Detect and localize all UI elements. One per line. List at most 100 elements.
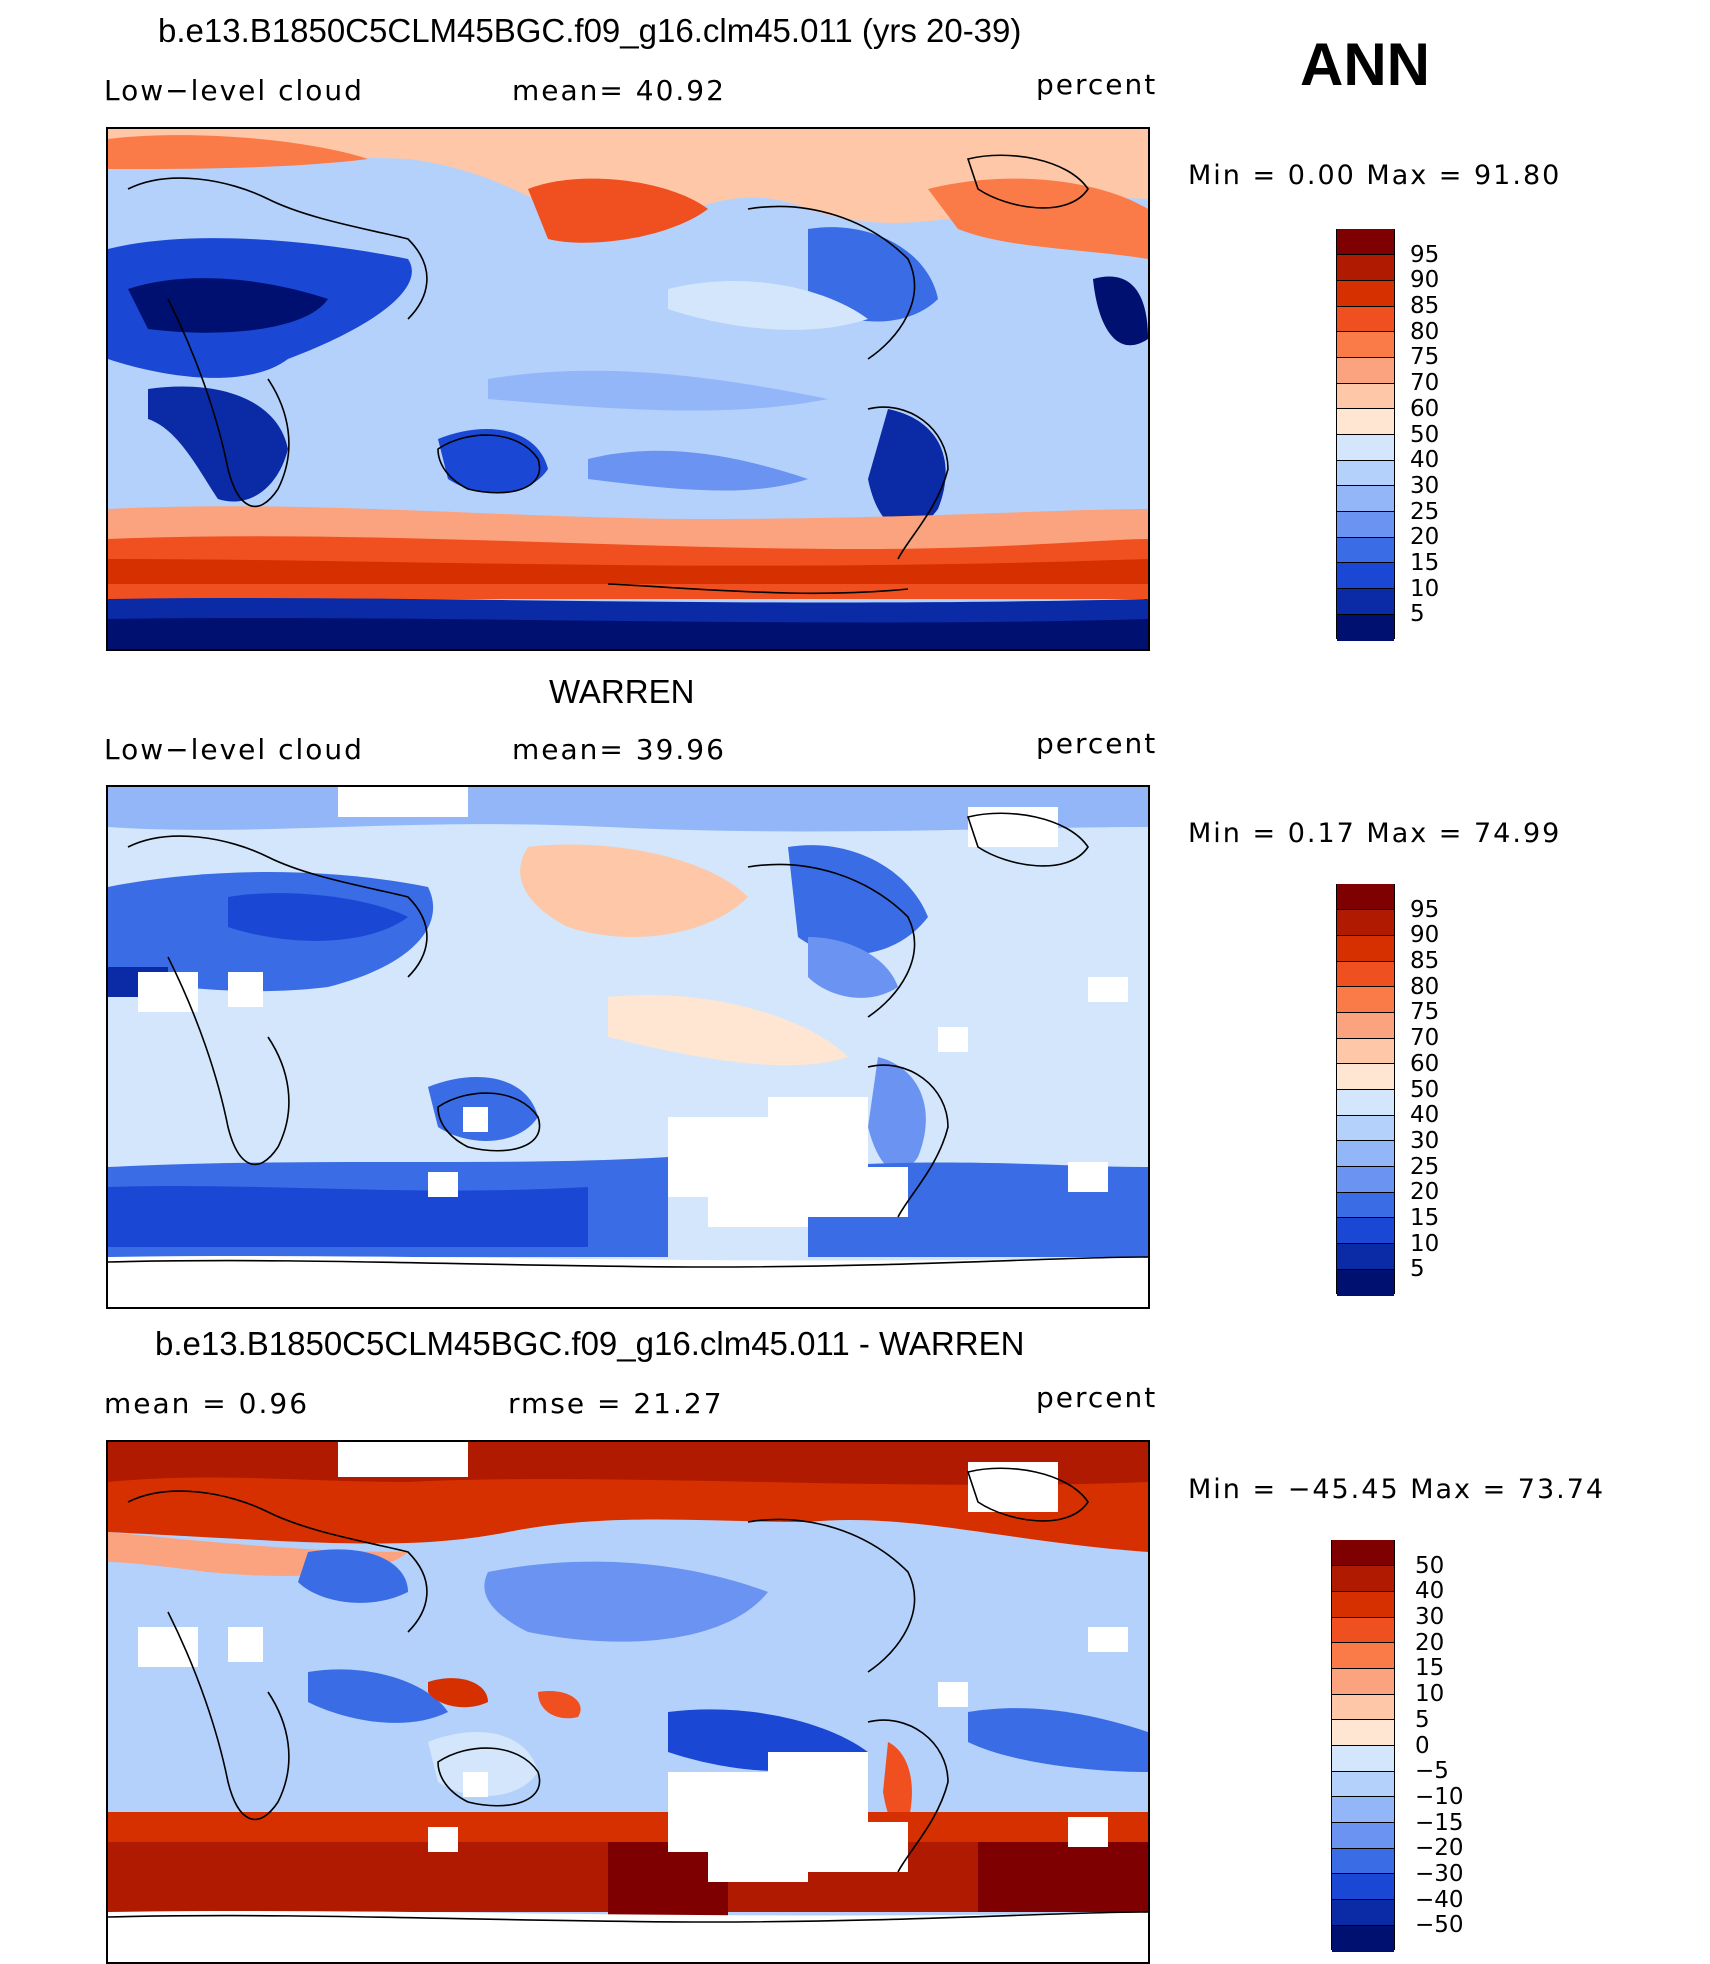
colorbar-tick-label: 70 (1410, 370, 1440, 397)
colorbar-tick-label: 75 (1410, 344, 1440, 371)
colorbar-swatch (1332, 1565, 1394, 1592)
colorbar-swatch (1337, 279, 1394, 307)
colorbar-swatch (1337, 986, 1394, 1013)
colorbar-tick-label: 80 (1410, 318, 1440, 345)
colorbar-swatch (1332, 1899, 1394, 1926)
panel-2-title: WARREN (549, 673, 695, 710)
panel-2-map-svg (108, 787, 1148, 1307)
colorbar-tick-label: 5 (1415, 1706, 1430, 1733)
colorbar-swatch (1337, 1243, 1394, 1270)
colorbar-tick-label: 75 (1410, 999, 1440, 1026)
panel-2-colorbar (1336, 883, 1395, 1296)
panel-3-rmse: rmse = 21.27 (508, 1387, 724, 1420)
colorbar-swatch (1337, 909, 1394, 936)
colorbar-tick-label: 95 (1410, 896, 1440, 923)
colorbar-tick-label: 50 (1410, 421, 1440, 448)
colorbar-swatch (1332, 1719, 1394, 1746)
colorbar-tick-label: −20 (1415, 1835, 1464, 1862)
colorbar-swatch (1337, 356, 1394, 384)
colorbar-tick-label: 90 (1410, 267, 1440, 294)
panel-1-units: percent (1036, 68, 1158, 101)
colorbar-swatch (1337, 1268, 1394, 1296)
panel-3-units: percent (1036, 1381, 1158, 1414)
colorbar-swatch (1337, 1011, 1394, 1039)
panel-1-mean: mean= 40.92 (512, 74, 726, 107)
colorbar-swatch (1337, 1114, 1394, 1142)
colorbar-swatch (1337, 1166, 1394, 1193)
colorbar-swatch (1337, 228, 1394, 256)
colorbar-swatch (1337, 588, 1394, 615)
colorbar-tick-label: −50 (1415, 1912, 1464, 1939)
panel-2-units: percent (1036, 727, 1158, 760)
colorbar-tick-label: 30 (1415, 1604, 1445, 1631)
colorbar-swatch (1337, 382, 1394, 410)
colorbar-swatch (1332, 1873, 1394, 1901)
colorbar-tick-label: 10 (1410, 1230, 1440, 1257)
colorbar-swatch (1332, 1616, 1394, 1644)
colorbar-swatch (1337, 562, 1394, 590)
panel-3-map (106, 1440, 1150, 1964)
colorbar-swatch (1332, 1822, 1394, 1849)
panel-1-minmax: Min = 0.00 Max = 91.80 (1188, 160, 1562, 191)
colorbar-swatch (1332, 1590, 1394, 1618)
colorbar-tick-label: 0 (1415, 1732, 1430, 1759)
panel-1-map (106, 127, 1150, 651)
panel-2-minmax: Min = 0.17 Max = 74.99 (1188, 818, 1562, 849)
colorbar-swatch (1332, 1770, 1394, 1798)
colorbar-tick-label: 50 (1415, 1552, 1445, 1579)
colorbar-tick-label: −15 (1415, 1809, 1464, 1836)
colorbar-swatch (1337, 1037, 1394, 1065)
colorbar-tick-label: 90 (1410, 922, 1440, 949)
panel-3-title: b.e13.B1850C5CLM45BGC.f09_g16.clm45.011 … (155, 1325, 1025, 1362)
panel-3-mean: mean = 0.96 (104, 1387, 310, 1420)
colorbar-swatch (1332, 1693, 1394, 1721)
colorbar-swatch (1337, 1191, 1394, 1219)
colorbar-tick-label: 60 (1410, 395, 1440, 422)
panel-3-minmax: Min = −45.45 Max = 73.74 (1188, 1474, 1606, 1505)
colorbar-swatch (1337, 511, 1394, 538)
colorbar-tick-label: 40 (1410, 1102, 1440, 1129)
colorbar-tick-label: 60 (1410, 1050, 1440, 1077)
colorbar-swatch (1337, 408, 1394, 435)
panel-1-colorbar (1336, 228, 1395, 641)
colorbar-tick-label: 15 (1410, 549, 1440, 576)
colorbar-tick-label: 70 (1410, 1025, 1440, 1052)
colorbar-tick-label: 95 (1410, 241, 1440, 268)
colorbar-swatch (1332, 1539, 1394, 1567)
colorbar-swatch (1337, 434, 1394, 461)
panel-1-map-svg (108, 129, 1148, 649)
colorbar-tick-label: −30 (1415, 1860, 1464, 1887)
colorbar-swatch (1337, 305, 1394, 333)
colorbar-swatch (1337, 1140, 1394, 1168)
colorbar-swatch (1337, 883, 1394, 911)
panel-3-colorbar (1331, 1539, 1395, 1952)
colorbar-tick-label: 10 (1415, 1681, 1445, 1708)
colorbar-tick-label: 5 (1410, 601, 1425, 628)
colorbar-tick-label: 5 (1410, 1256, 1425, 1283)
colorbar-swatch (1337, 536, 1394, 564)
colorbar-swatch (1337, 459, 1394, 487)
colorbar-tick-label: 20 (1415, 1629, 1445, 1656)
colorbar-tick-label: 25 (1410, 498, 1440, 525)
season-label: ANN (1300, 31, 1430, 98)
colorbar-swatch (1332, 1667, 1394, 1695)
colorbar-swatch (1337, 613, 1394, 641)
panel-3-map-svg (108, 1442, 1148, 1962)
colorbar-tick-label: −10 (1415, 1783, 1464, 1810)
colorbar-tick-label: −5 (1415, 1758, 1449, 1785)
colorbar-tick-label: 10 (1410, 575, 1440, 602)
colorbar-swatch (1332, 1642, 1394, 1669)
colorbar-tick-label: 25 (1410, 1153, 1440, 1180)
colorbar-tick-label: 85 (1410, 948, 1440, 975)
panel-2-variable: Low−level cloud (104, 733, 364, 766)
colorbar-tick-label: −40 (1415, 1886, 1464, 1913)
panel-2-map (106, 785, 1150, 1309)
colorbar-swatch (1332, 1745, 1394, 1772)
colorbar-tick-label: 40 (1415, 1578, 1445, 1605)
colorbar-swatch (1332, 1847, 1394, 1875)
colorbar-tick-label: 15 (1410, 1204, 1440, 1231)
colorbar-tick-label: 30 (1410, 1127, 1440, 1154)
colorbar-swatch (1337, 934, 1394, 962)
colorbar-swatch (1337, 331, 1394, 358)
colorbar-tick-label: 30 (1410, 472, 1440, 499)
